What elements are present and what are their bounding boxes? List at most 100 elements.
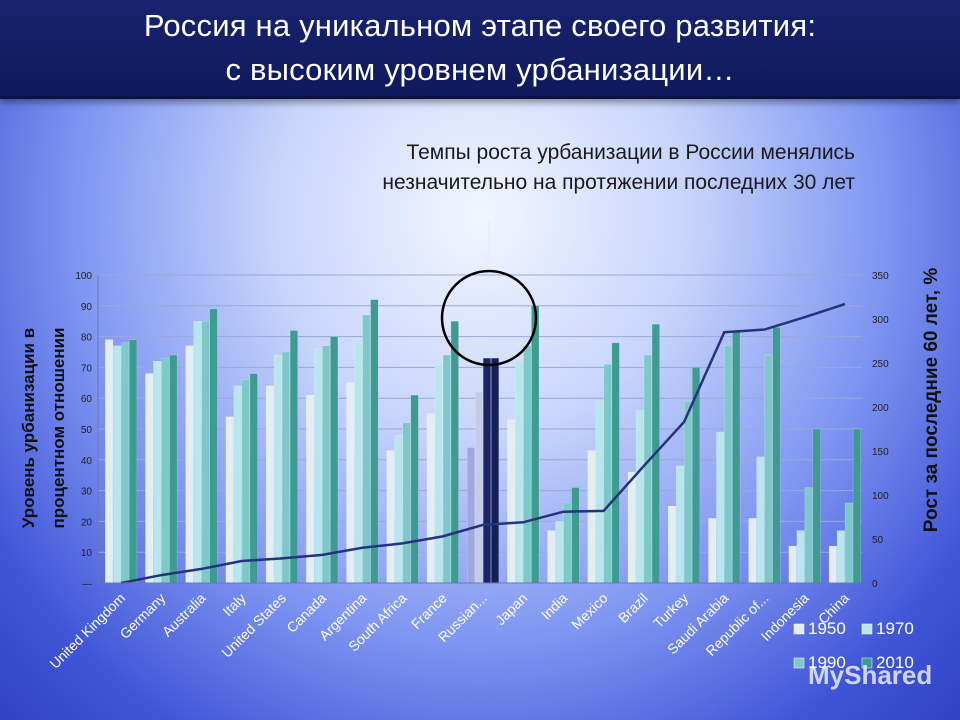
bar-1990-17 bbox=[804, 487, 813, 584]
bar-1950-18 bbox=[828, 545, 837, 584]
bar-2010-5 bbox=[330, 336, 339, 584]
bar-2010-7 bbox=[410, 394, 419, 584]
bar-1990-14 bbox=[684, 401, 693, 584]
bar-1990-15 bbox=[724, 345, 733, 584]
bar-1970-15 bbox=[716, 431, 725, 584]
title-bar: Россия на уникальном этапе своего развит… bbox=[0, 0, 960, 99]
bar-1950-14 bbox=[668, 505, 677, 584]
slide-title-line1: Россия на уникальном этапе своего развит… bbox=[143, 8, 817, 43]
bar-1970-11 bbox=[555, 521, 564, 584]
y2-tick-label: 250 bbox=[872, 359, 889, 370]
x-category-label: Australia bbox=[159, 590, 209, 640]
bar-1970-3 bbox=[233, 385, 242, 584]
annotation-line2: незначительно на протяжении последних 30… bbox=[382, 171, 855, 194]
bar-2010-9 bbox=[490, 357, 500, 584]
bar-1990-12 bbox=[603, 364, 612, 584]
bar-1970-17 bbox=[796, 530, 805, 584]
bar-2010-11 bbox=[571, 487, 580, 584]
bar-1990-11 bbox=[563, 502, 572, 584]
y-tick-label: 20 bbox=[81, 517, 93, 528]
watermark-text: MyShared bbox=[808, 660, 933, 690]
bar-1950-6 bbox=[346, 382, 355, 584]
y-tick-label: 30 bbox=[81, 487, 93, 498]
bar-2010-3 bbox=[249, 373, 258, 584]
y2-tick-label: 100 bbox=[872, 491, 889, 502]
bar-1950-1 bbox=[145, 373, 154, 584]
bar-1990-10 bbox=[523, 345, 532, 584]
bar-1950-13 bbox=[627, 471, 636, 584]
x-category-label: Japan bbox=[492, 590, 530, 628]
bar-1970-6 bbox=[354, 339, 363, 584]
y-tick-label: 60 bbox=[81, 394, 93, 405]
bar-2010-0 bbox=[129, 339, 138, 584]
bar-2010-17 bbox=[812, 428, 821, 584]
bar-1990-4 bbox=[281, 351, 290, 584]
bar-1990-7 bbox=[402, 422, 411, 584]
legend-label-1990: 1990 bbox=[808, 653, 846, 672]
bar-1990-2 bbox=[201, 320, 210, 584]
bar-1950-17 bbox=[788, 545, 797, 584]
bar-2010-8 bbox=[450, 320, 459, 584]
legend-label-1950: 1950 bbox=[808, 619, 846, 638]
bar-1970-4 bbox=[273, 354, 282, 584]
bar-1970-16 bbox=[756, 456, 765, 584]
y-tick-label: 70 bbox=[81, 363, 93, 374]
y2-tick-label: 150 bbox=[872, 447, 889, 458]
bar-1970-0 bbox=[113, 345, 122, 584]
y2-tick-label: 200 bbox=[872, 403, 889, 414]
legend-swatch-1990 bbox=[793, 657, 805, 669]
y2-tick-label: 50 bbox=[872, 535, 884, 546]
bar-2010-4 bbox=[289, 330, 298, 584]
bar-2010-1 bbox=[169, 354, 178, 584]
bar-2010-2 bbox=[209, 308, 218, 584]
legend-swatch-2010 bbox=[861, 657, 873, 669]
x-category-label: Brazil bbox=[615, 590, 651, 626]
bar-1950-16 bbox=[748, 518, 757, 584]
bar-1950-15 bbox=[708, 518, 717, 584]
y-tick-label: 100 bbox=[75, 271, 92, 282]
bar-1950-8 bbox=[426, 413, 435, 584]
bar-1950-3 bbox=[225, 416, 234, 584]
y-tick-label: 10 bbox=[81, 548, 93, 559]
y2-tick-label: 350 bbox=[872, 271, 889, 282]
bar-2010-6 bbox=[370, 299, 379, 584]
legend-label-2010: 2010 bbox=[876, 653, 914, 672]
bar-2010-15 bbox=[732, 330, 741, 584]
bar-1970-1 bbox=[153, 360, 162, 584]
bar-1950-0 bbox=[105, 339, 114, 584]
bar-1990-1 bbox=[161, 357, 170, 584]
legend-label-1970: 1970 bbox=[876, 619, 914, 638]
y-axis-title-line1: Уровень урбанизации в bbox=[19, 328, 38, 528]
bar-1970-12 bbox=[595, 401, 604, 584]
bar-1950-9 bbox=[466, 447, 476, 584]
bar-1970-5 bbox=[314, 348, 323, 584]
y2-tick-label: 0 bbox=[872, 579, 878, 590]
bar-1970-14 bbox=[676, 465, 685, 584]
bar-1950-2 bbox=[185, 345, 194, 584]
bar-1990-13 bbox=[643, 354, 652, 584]
bar-1990-16 bbox=[764, 354, 773, 584]
bar-1950-12 bbox=[587, 450, 596, 584]
y-tick-label: 50 bbox=[81, 425, 93, 436]
bar-1970-13 bbox=[635, 410, 644, 584]
bar-1990-5 bbox=[322, 345, 331, 584]
bar-1950-7 bbox=[386, 450, 395, 584]
bar-2010-10 bbox=[531, 305, 540, 584]
legend-swatch-1950 bbox=[793, 623, 805, 635]
x-category-label: Italy bbox=[219, 590, 248, 619]
bar-1990-6 bbox=[362, 314, 371, 584]
bar-1950-10 bbox=[507, 419, 516, 584]
bar-1990-9 bbox=[482, 357, 492, 584]
bar-2010-18 bbox=[852, 428, 861, 584]
y2-axis-title: Рост за последние 60 лет, % bbox=[921, 268, 942, 533]
bar-1970-7 bbox=[394, 434, 403, 584]
bar-1970-8 bbox=[434, 364, 443, 584]
bar-1990-3 bbox=[241, 379, 250, 584]
highlight-circle bbox=[440, 269, 538, 367]
y-axis-title-line2: процентном отношении bbox=[49, 328, 68, 529]
y-tick-label: 90 bbox=[81, 302, 93, 313]
slide-title-line2: с высоким уровнем урбанизации… bbox=[225, 52, 735, 87]
bar-2010-16 bbox=[772, 327, 781, 584]
growth-line bbox=[120, 302, 846, 585]
